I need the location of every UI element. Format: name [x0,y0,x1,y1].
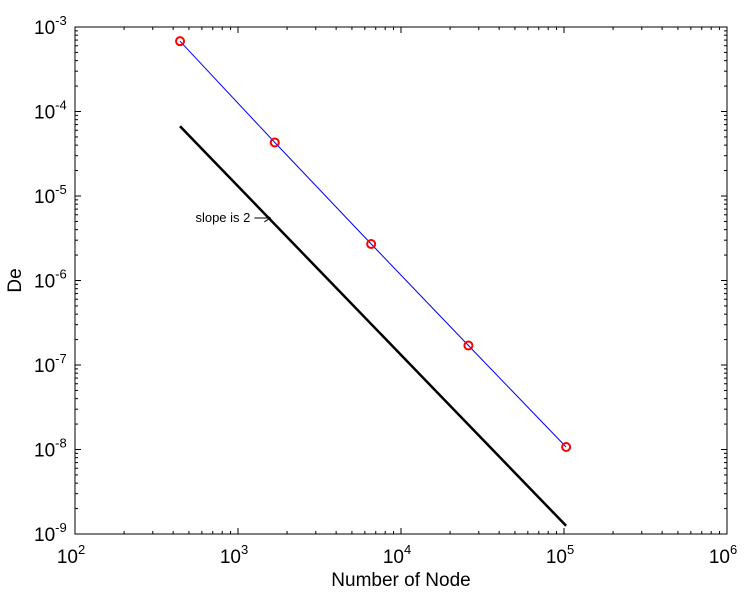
data-point [561,442,572,453]
data-point [366,239,377,250]
y-tick-label: 10-7 [34,351,67,377]
plot-area [74,26,728,535]
y-axis-label: De [5,268,26,292]
x-tick-label: 102 [57,542,85,568]
error-series-line [179,40,567,448]
annotation-label: slope is 2 [195,210,250,225]
x-tick-label: 105 [546,542,574,568]
reference-slope-line [179,125,567,527]
y-tick-label: 10-4 [34,98,67,124]
y-tick-label: 10-5 [34,182,67,208]
x-tick-label: 106 [709,542,737,568]
data-point [463,340,474,351]
y-tick-label: 10-3 [34,13,67,39]
annotation-group: slope is 2 [195,210,272,225]
y-tick-label: 10-8 [34,436,67,462]
x-tick-label: 103 [220,542,248,568]
x-axis-label: Number of Node [331,570,470,591]
data-point [175,36,186,47]
axis-ticks: 102 103 104 105 106 10-9 10-8 10-7 10-6 10-5 10-4 1… [34,13,737,568]
y-tick-label: 10-9 [34,520,67,546]
x-tick-label: 104 [383,542,411,568]
data-point [269,137,280,148]
series-group [175,36,572,527]
annotation-arrowhead [264,213,272,223]
y-tick-label: 10-6 [34,267,67,293]
